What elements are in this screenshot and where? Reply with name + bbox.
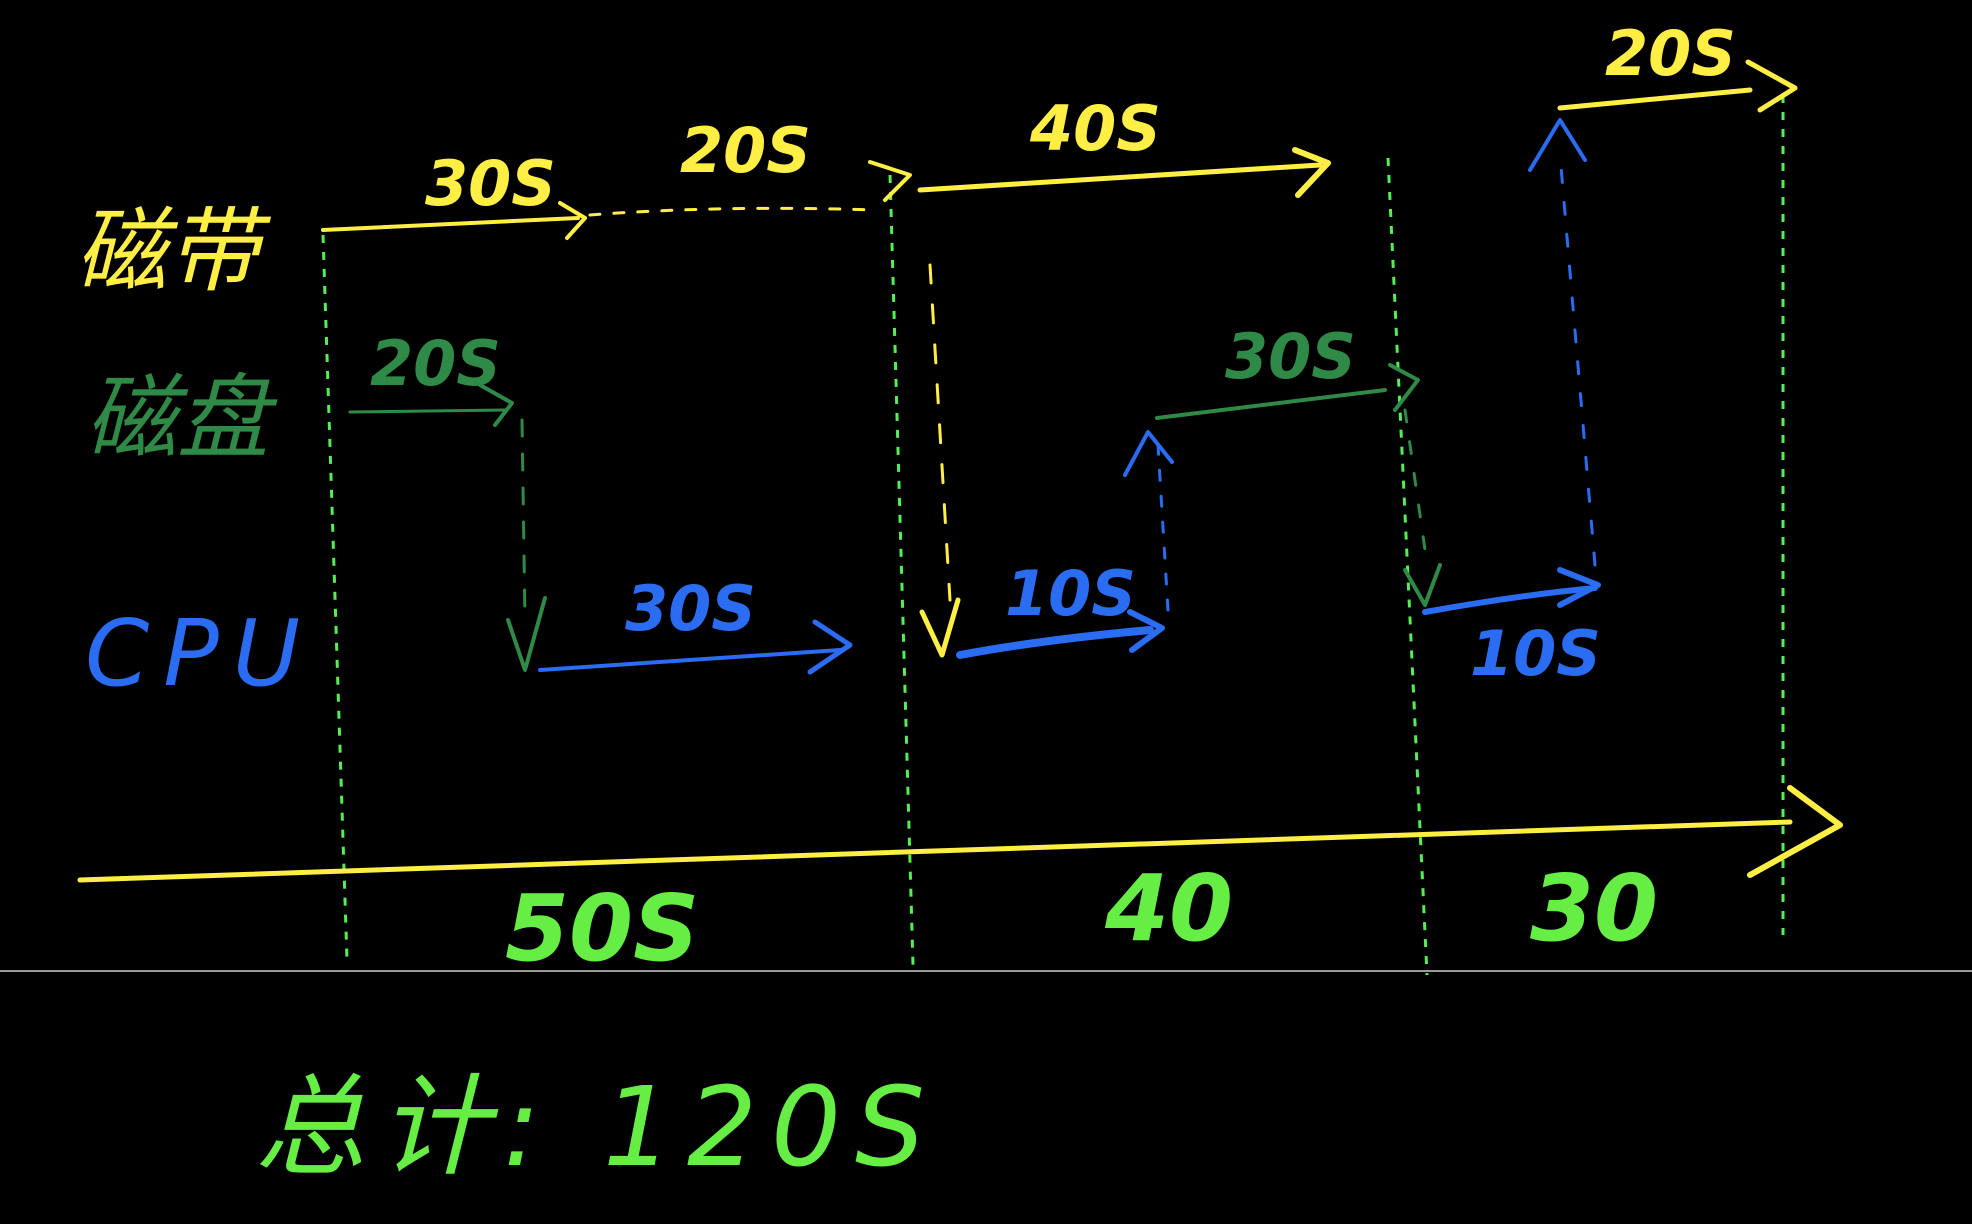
disk-arrow-2-head — [1388, 363, 1420, 412]
duration-tape-1: 30S — [425, 147, 556, 220]
tape-arrow-3-head — [1745, 59, 1798, 113]
segment-total-3: 30 — [1530, 855, 1658, 962]
guide-line-1 — [888, 174, 915, 966]
cpu-arrow-3-head — [1557, 567, 1601, 608]
tape-wait-arrow — [588, 206, 877, 217]
disk-drop-cpu-2-head — [1403, 563, 1442, 607]
duration-disk-1: 20S — [370, 327, 501, 400]
cpu-arrow-3 — [1422, 585, 1598, 615]
time-axis — [77, 785, 1843, 883]
row-label-cpu: CPU — [85, 600, 314, 707]
guide-line-2 — [1386, 157, 1429, 976]
disk-arrow-2 — [1155, 388, 1387, 420]
disk-arrow-1 — [348, 408, 507, 414]
tape-drop-cpu-1 — [928, 263, 952, 602]
time-axis-line — [77, 819, 1793, 883]
disk-drop-cpu-1 — [520, 418, 527, 622]
cpu-arrow-2-head — [1127, 609, 1165, 653]
disk-drop-cpu-1-head — [506, 596, 547, 672]
tape-wait-arrow-head — [868, 160, 912, 202]
time-guides — [321, 95, 1785, 976]
duration-cpu-3: 10S — [1470, 617, 1601, 690]
cpu-arrow-2 — [956, 626, 1154, 659]
cpu-rise-tape-3 — [1558, 153, 1597, 567]
cpu-rise-tape-3-head — [1528, 118, 1587, 172]
tape-arrow-3 — [1557, 87, 1753, 111]
tape-arrow-1-head — [558, 201, 587, 240]
guide-line-0 — [321, 234, 349, 961]
cpu-arrow-1-head — [807, 619, 853, 675]
segment-total-2: 40 — [1104, 855, 1233, 962]
duration-cpu-2: 10S — [1005, 557, 1136, 630]
tape-drop-cpu-1-head — [919, 597, 961, 658]
segment-total-1: 50S — [505, 875, 699, 982]
duration-disk-2: 30S — [1225, 320, 1356, 393]
tape-arrow-2-head — [1292, 147, 1331, 198]
tape-track — [321, 59, 1798, 658]
row-label-tape: 磁带 — [75, 198, 272, 305]
disk-drop-cpu-2 — [1403, 408, 1427, 552]
time-axis-head — [1747, 785, 1843, 878]
cpu-rise-disk-2-head — [1123, 430, 1174, 477]
duration-cpu-1: 30S — [625, 572, 756, 645]
tape-arrow-1 — [321, 216, 580, 232]
row-label-disk: 磁盘 — [85, 365, 278, 472]
disk-track — [348, 363, 1442, 672]
disk-arrow-1-head — [478, 383, 514, 427]
cpu-rise-disk-2 — [1156, 443, 1170, 612]
duration-tape-3: 20S — [1605, 17, 1736, 90]
duration-tape-2: 40S — [1029, 92, 1161, 165]
grand-total: 总计: 120S — [255, 1063, 939, 1191]
duration-tape-wait: 20S — [680, 114, 811, 187]
tape-arrow-2 — [917, 162, 1323, 193]
cpu-arrow-1 — [538, 648, 842, 672]
cpu-track — [538, 118, 1601, 675]
